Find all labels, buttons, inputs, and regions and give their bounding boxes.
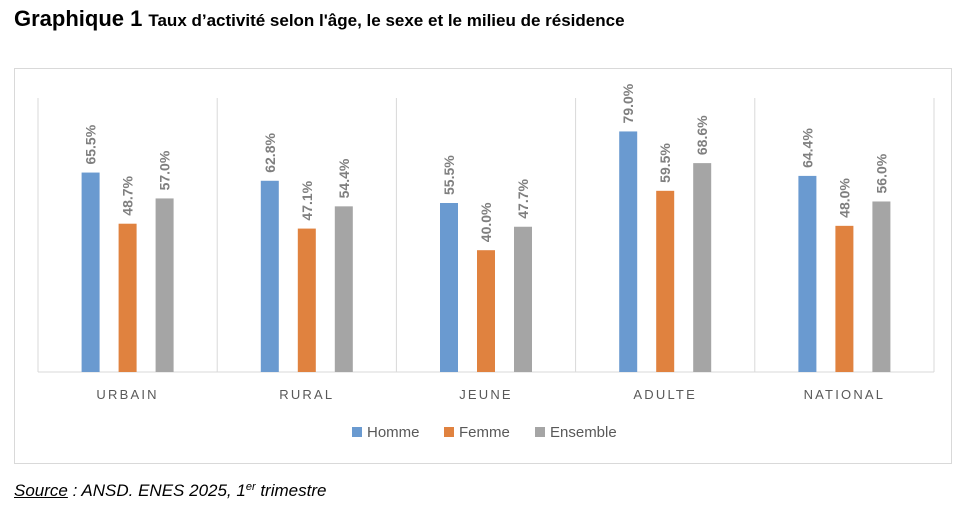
source-note: Source : ANSD. ENES 2025, 1er trimestre: [14, 481, 326, 501]
data-label: 48.0%: [836, 178, 852, 218]
x-tick-label: NATIONAL: [804, 387, 886, 402]
data-label: 54.4%: [336, 158, 352, 198]
source-sup: er: [245, 481, 256, 493]
bar-femme: [656, 190, 675, 372]
legend-label-ensemble: Ensemble: [550, 424, 617, 441]
bar-homme: [619, 131, 638, 372]
bar-ensemble: [693, 163, 712, 372]
chart-title-prefix: Graphique 1: [14, 6, 143, 31]
data-label: 47.1%: [299, 180, 315, 220]
bar-homme: [260, 180, 279, 372]
data-label: 47.7%: [515, 179, 531, 219]
source-text: : ANSD. ENES 2025, 1: [67, 481, 246, 500]
data-label: 59.5%: [657, 143, 673, 183]
bar-femme: [118, 223, 137, 372]
bar-homme: [81, 172, 100, 372]
legend-swatch-ensemble: [535, 427, 545, 437]
bar-femme: [297, 228, 316, 372]
data-label: 64.4%: [799, 128, 815, 168]
source-label: Source: [14, 481, 68, 500]
source-suffix: trimestre: [255, 481, 327, 500]
data-label: 40.0%: [478, 202, 494, 242]
bar-femme: [477, 250, 495, 372]
legend-swatch-homme: [352, 427, 362, 437]
bar-ensemble: [334, 206, 353, 372]
bar-ensemble: [872, 201, 891, 372]
data-label: 65.5%: [83, 124, 99, 164]
legend-label-homme: Homme: [367, 424, 420, 441]
bar-femme: [835, 225, 854, 372]
bar-chart: 65.5% 48.7% 57.0% URBAIN 62.8% 47.1% 54.4% RURA…: [37, 83, 935, 441]
x-tick-label: ADULTE: [633, 387, 697, 402]
data-label: 62.8%: [262, 133, 278, 173]
bar-ensemble: [155, 198, 174, 372]
data-label: 56.0%: [873, 153, 889, 193]
x-tick-label: URBAIN: [96, 387, 158, 402]
data-label: 48.7%: [120, 175, 136, 215]
bar-homme: [440, 203, 458, 372]
data-label: 79.0%: [620, 83, 636, 123]
bar-homme: [798, 175, 817, 372]
legend-swatch-femme: [444, 427, 454, 437]
legend-label-femme: Femme: [459, 424, 510, 441]
x-tick-label: RURAL: [279, 387, 334, 402]
chart-title: Graphique 1 Taux d’activité selon l'âge, …: [14, 6, 625, 32]
data-label: 57.0%: [157, 150, 173, 190]
data-label: 68.6%: [694, 115, 710, 155]
data-label: 55.5%: [441, 155, 457, 195]
x-tick-label: JEUNE: [459, 387, 513, 402]
bar-ensemble: [514, 226, 532, 372]
chart-title-text: Taux d’activité selon l'âge, le sexe et …: [148, 11, 625, 30]
